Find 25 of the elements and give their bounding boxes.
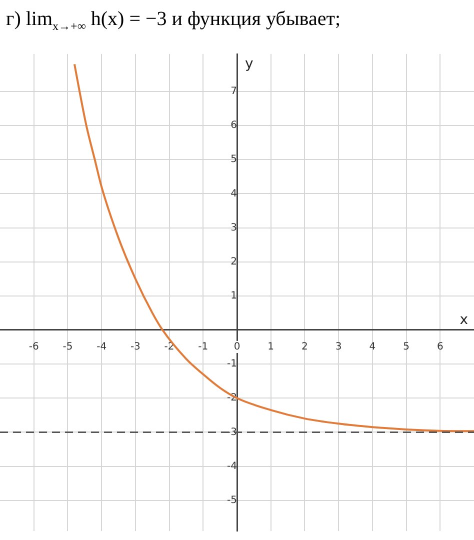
x-tick-label: 2 [302, 342, 308, 353]
y-tick-label: 5 [230, 154, 237, 166]
y-tick-label: -4 [227, 460, 237, 472]
x-tick-label: 4 [369, 342, 376, 353]
x-tick-label: -3 [130, 342, 140, 353]
x-tick-label: -5 [62, 342, 73, 353]
y-tick-label: -1 [227, 358, 237, 370]
x-tick-label: -6 [28, 342, 39, 353]
x-tick-label: 1 [268, 342, 274, 353]
y-tick-label: 4 [230, 188, 237, 200]
x-tick-label: 0 [234, 342, 240, 353]
y-tick-label: 3 [230, 222, 237, 234]
y-tick-label: 1 [230, 290, 237, 302]
y-tick-label: -5 [227, 494, 237, 506]
x-tick-label: -4 [96, 342, 107, 353]
x-tick-label: 6 [436, 342, 444, 353]
x-axis-title: x [460, 312, 468, 328]
y-axis-title: y [245, 56, 254, 72]
x-tick-label: 5 [403, 342, 410, 353]
x-tick-label: -1 [198, 342, 208, 353]
y-tick-label: 7 [230, 86, 237, 98]
x-tick-label: 3 [335, 342, 342, 353]
chart-title: г) lim$_{x→+∞}$ h(x) = −3 и функция убывает; [5, 7, 342, 35]
y-tick-label: 6 [230, 120, 237, 132]
y-tick-label: 2 [230, 256, 237, 268]
